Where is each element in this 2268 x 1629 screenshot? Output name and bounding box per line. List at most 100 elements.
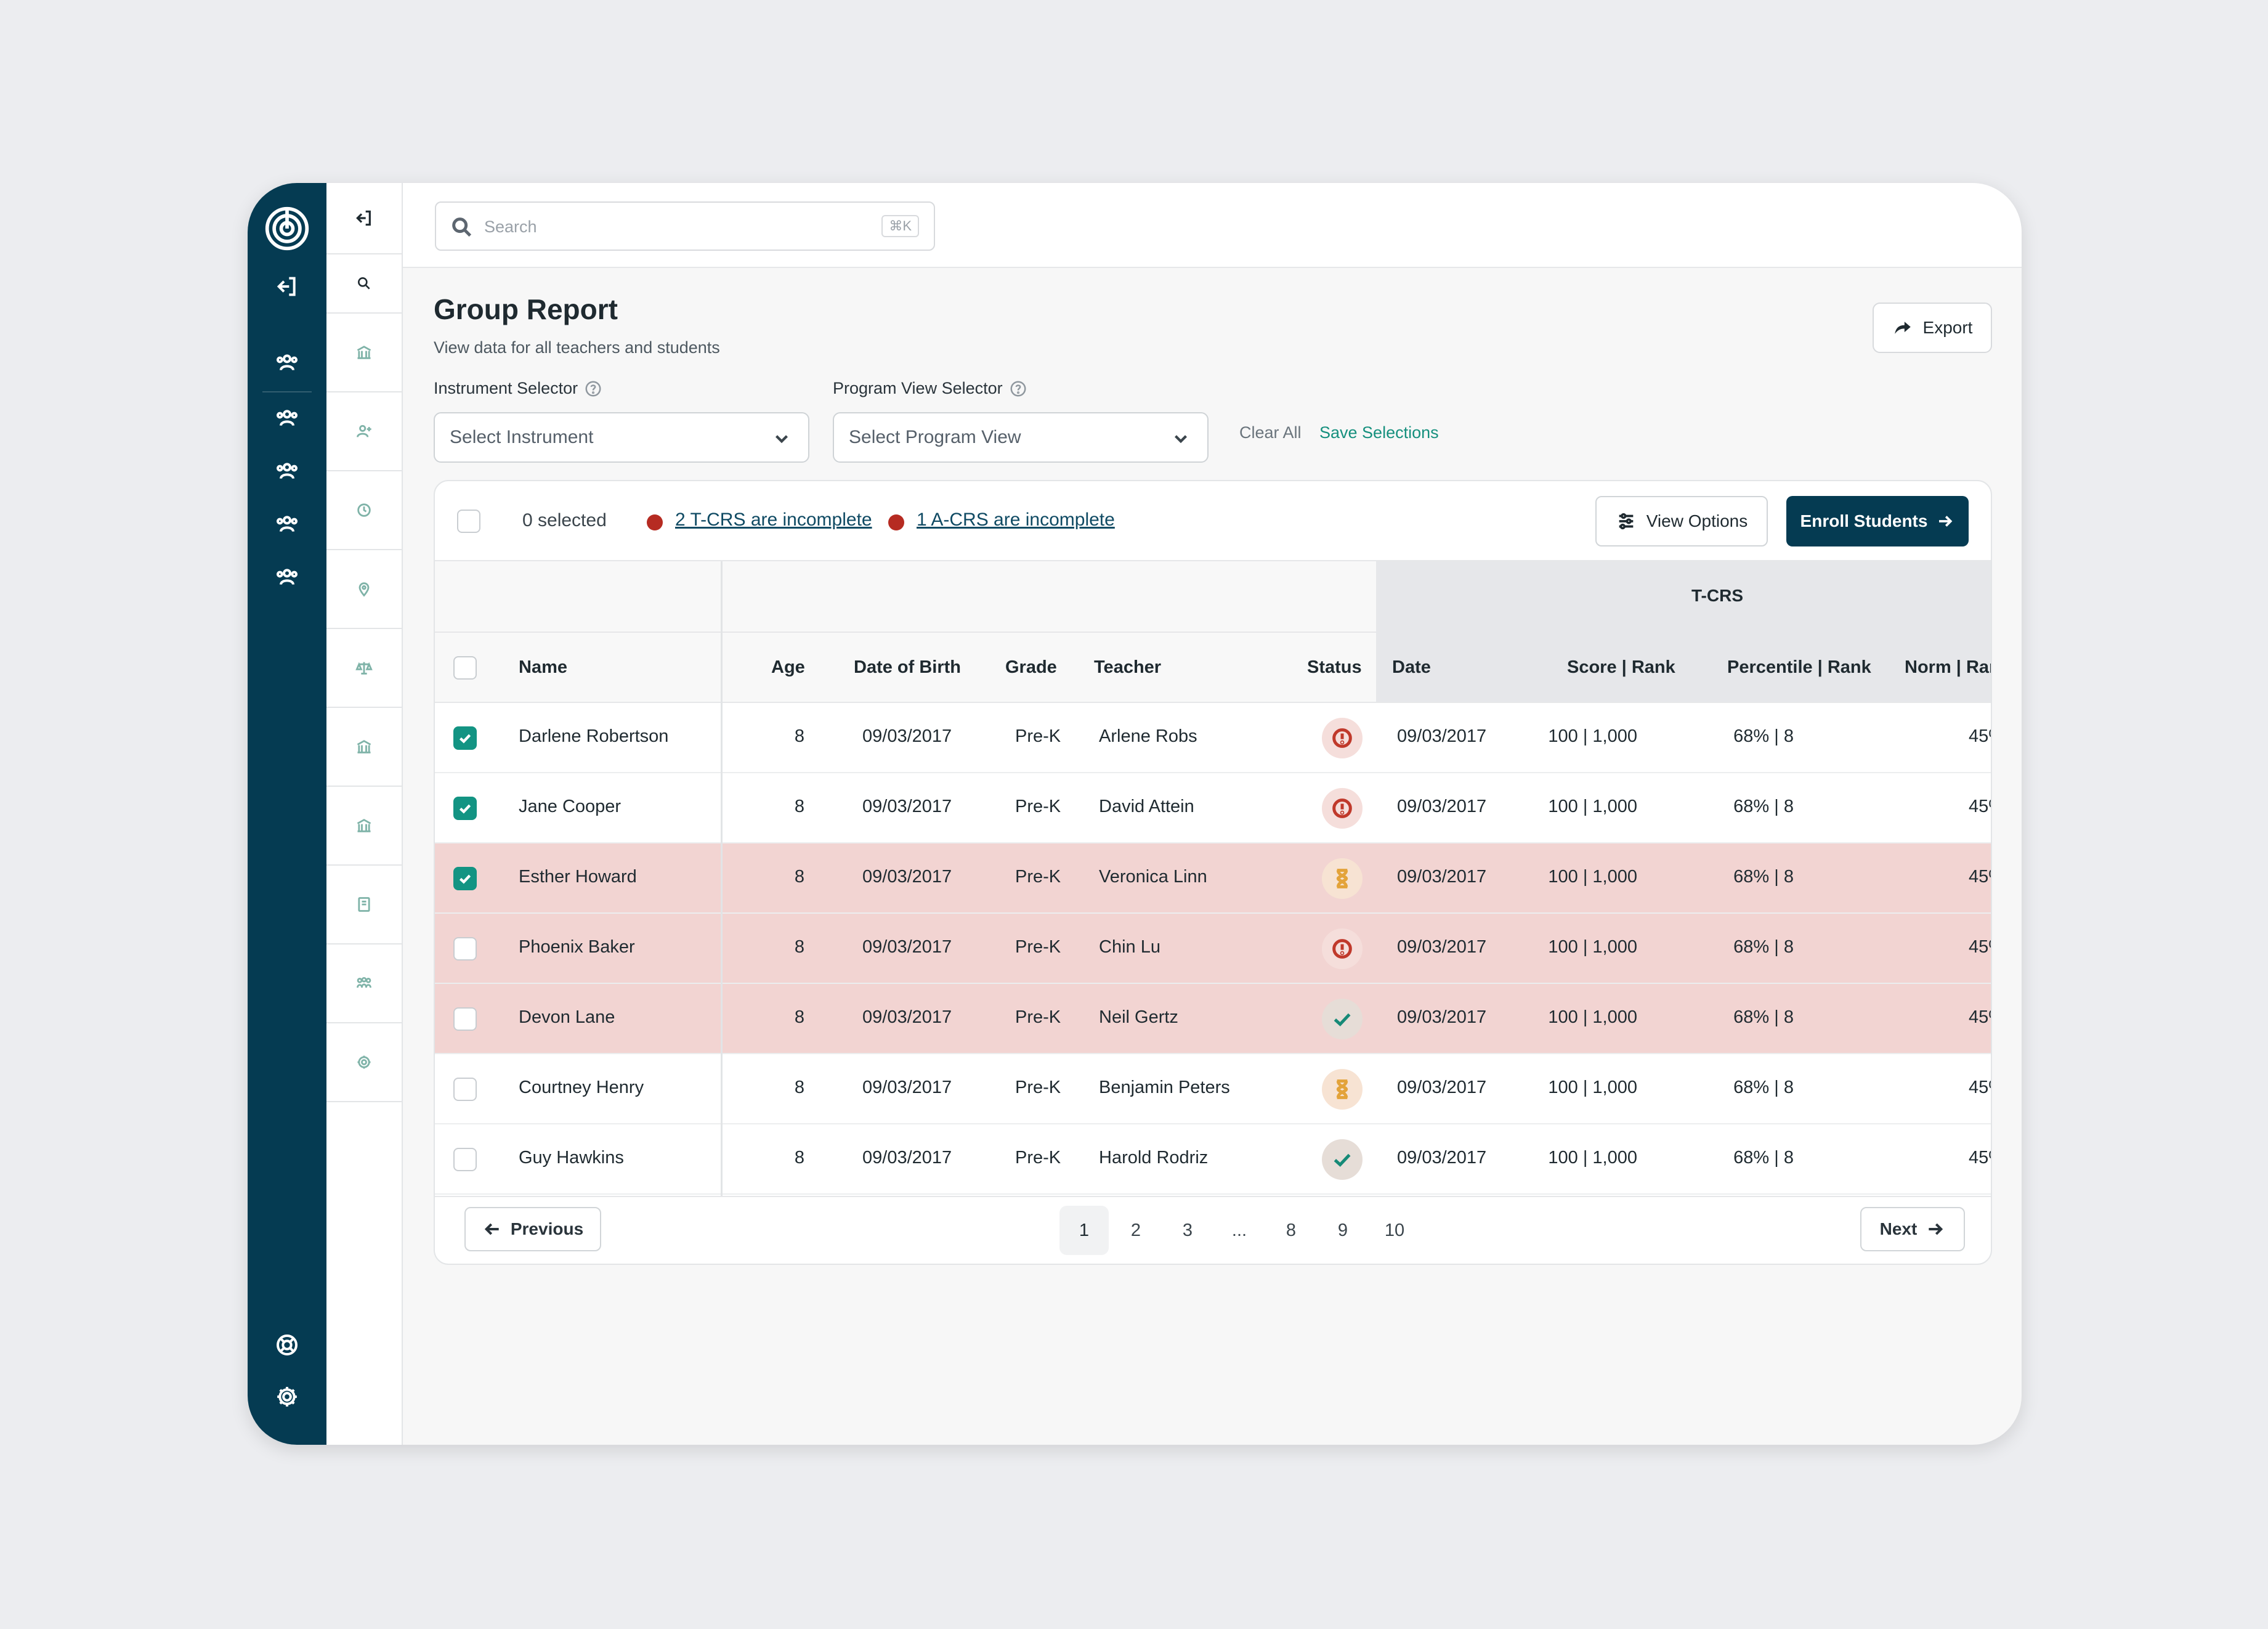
page-subtitle: View data for all teachers and students bbox=[434, 338, 720, 357]
row-checkbox[interactable] bbox=[453, 726, 477, 750]
table-row[interactable]: Esther Howard 8 09/03/2017 Pre-K Veronica Li… bbox=[435, 843, 1991, 914]
table-row[interactable]: Phoenix Baker 8 09/03/2017 Pre-K Chin Lu 09/0… bbox=[435, 914, 1991, 984]
page-number[interactable]: 2 bbox=[1130, 1220, 1141, 1240]
cell-norm: 45% bbox=[1969, 937, 1991, 957]
enroll-label: Enroll Students bbox=[1800, 511, 1928, 530]
primary-rail bbox=[248, 183, 326, 1445]
page-number[interactable]: 8 bbox=[1286, 1220, 1297, 1240]
nav-item[interactable] bbox=[326, 866, 402, 944]
select-all-checkbox-toolbar[interactable] bbox=[457, 510, 480, 533]
col-header-grade[interactable]: Grade bbox=[1005, 657, 1057, 677]
help-icon[interactable] bbox=[269, 1326, 306, 1363]
table-row[interactable]: Jane Cooper 8 09/03/2017 Pre-K David Attein 0… bbox=[435, 773, 1991, 843]
nav-item[interactable] bbox=[326, 787, 402, 866]
row-checkbox[interactable] bbox=[453, 797, 477, 820]
settings-icon[interactable] bbox=[269, 1378, 306, 1415]
status-badge[interactable] bbox=[1322, 788, 1363, 829]
acrs-incomplete-link[interactable]: 1 A-CRS are incomplete bbox=[917, 510, 1115, 530]
page-number[interactable]: 1 bbox=[1059, 1206, 1109, 1255]
search-input[interactable] bbox=[484, 211, 854, 242]
table-row[interactable]: Darlene Robertson 8 09/03/2017 Pre-K Arlene … bbox=[435, 703, 1991, 773]
users-icon[interactable] bbox=[269, 506, 306, 543]
nav-item[interactable] bbox=[326, 392, 402, 471]
users-icon[interactable] bbox=[269, 400, 306, 437]
chevron-down-icon bbox=[771, 428, 792, 449]
select-all-checkbox[interactable] bbox=[453, 656, 477, 680]
nav-item[interactable] bbox=[326, 550, 402, 629]
program-selector-label: Program View Selector bbox=[833, 379, 1027, 398]
logout-icon[interactable] bbox=[269, 268, 306, 305]
enroll-students-button[interactable]: Enroll Students bbox=[1786, 496, 1969, 546]
col-header-score[interactable]: Score | Rank bbox=[1567, 657, 1675, 677]
col-header-percentile[interactable]: Percentile | Rank bbox=[1727, 657, 1871, 677]
cell-name: Phoenix Baker bbox=[519, 937, 635, 957]
nav-item[interactable] bbox=[326, 1023, 402, 1102]
col-header-name[interactable]: Name bbox=[519, 657, 567, 677]
nav-item[interactable] bbox=[326, 629, 402, 708]
nav-item[interactable] bbox=[326, 471, 402, 550]
status-badge[interactable] bbox=[1322, 718, 1363, 758]
page-number[interactable]: 10 bbox=[1384, 1220, 1405, 1240]
rail-divider bbox=[262, 391, 312, 392]
check-icon bbox=[1334, 1013, 1351, 1026]
col-header-teacher[interactable]: Teacher bbox=[1094, 657, 1162, 677]
data-grid: T-CRS Name Age Date of Birth Grade Teach… bbox=[435, 561, 1991, 1196]
next-button[interactable]: Next bbox=[1860, 1207, 1965, 1251]
col-header-dob[interactable]: Date of Birth bbox=[854, 657, 961, 677]
instrument-select[interactable]: Select Instrument bbox=[434, 412, 809, 463]
row-checkbox[interactable] bbox=[453, 867, 477, 890]
table-row[interactable]: Courtney Henry 8 09/03/2017 Pre-K Benjamin P… bbox=[435, 1054, 1991, 1124]
col-header-status[interactable]: Status bbox=[1307, 657, 1362, 677]
clear-all-link[interactable]: Clear All bbox=[1239, 423, 1302, 442]
collapse-nav-button[interactable] bbox=[326, 183, 402, 254]
cell-name: Jane Cooper bbox=[519, 797, 622, 816]
nav-item[interactable] bbox=[326, 944, 402, 1023]
row-checkbox[interactable] bbox=[453, 1078, 477, 1101]
users-icon[interactable] bbox=[269, 344, 306, 381]
nav-search[interactable] bbox=[326, 254, 402, 314]
search-bar[interactable]: ⌘K bbox=[435, 201, 935, 251]
building-icon bbox=[357, 740, 371, 754]
info-icon[interactable] bbox=[1009, 380, 1027, 398]
cell-dob: 09/03/2017 bbox=[862, 867, 952, 887]
row-checkbox[interactable] bbox=[453, 1148, 477, 1171]
users-icon[interactable] bbox=[269, 559, 306, 596]
status-badge[interactable] bbox=[1322, 928, 1363, 969]
nav-item[interactable] bbox=[326, 708, 402, 787]
export-button[interactable]: Export bbox=[1873, 303, 1992, 353]
cell-score: 100 | 1,000 bbox=[1548, 797, 1637, 816]
users-icon[interactable] bbox=[269, 453, 306, 490]
clock-icon bbox=[357, 503, 371, 517]
arrow-left-icon bbox=[484, 1223, 499, 1235]
col-header-age[interactable]: Age bbox=[771, 657, 805, 677]
save-selections-link[interactable]: Save Selections bbox=[1319, 423, 1439, 442]
program-view-select[interactable]: Select Program View bbox=[833, 412, 1209, 463]
col-header-norm[interactable]: Norm | Rar bbox=[1905, 657, 1991, 677]
status-badge[interactable] bbox=[1322, 1139, 1363, 1180]
status-badge[interactable] bbox=[1322, 858, 1363, 899]
row-checkbox[interactable] bbox=[453, 937, 477, 961]
row-checkbox[interactable] bbox=[453, 1007, 477, 1031]
user-add-icon bbox=[357, 425, 371, 437]
column-header-row: Name Age Date of Birth Grade Teacher Sta… bbox=[435, 633, 1991, 703]
instrument-select-value: Select Instrument bbox=[450, 427, 594, 447]
cell-percentile: 68% | 8 bbox=[1733, 867, 1794, 887]
info-icon[interactable] bbox=[584, 380, 602, 398]
nav-item[interactable] bbox=[326, 314, 402, 392]
status-badge[interactable] bbox=[1322, 999, 1363, 1039]
page-number[interactable]: 3 bbox=[1182, 1220, 1193, 1240]
table-row[interactable]: Devon Lane 8 09/03/2017 Pre-K Neil Gertz 09/0… bbox=[435, 984, 1991, 1054]
logo-icon[interactable] bbox=[262, 204, 312, 253]
status-badge[interactable] bbox=[1322, 1069, 1363, 1110]
tcrs-group-header bbox=[1376, 561, 1991, 633]
view-options-button[interactable]: View Options bbox=[1595, 496, 1768, 546]
previous-button[interactable]: Previous bbox=[464, 1207, 601, 1251]
page-number[interactable]: 9 bbox=[1337, 1220, 1348, 1240]
location-icon bbox=[358, 582, 370, 597]
col-header-date[interactable]: Date bbox=[1392, 657, 1431, 677]
book-icon bbox=[358, 897, 370, 912]
table-row[interactable]: Guy Hawkins 8 09/03/2017 Pre-K Harold Rodriz… bbox=[435, 1124, 1991, 1195]
tcrs-incomplete-link[interactable]: 2 T-CRS are incomplete bbox=[675, 510, 872, 530]
cell-percentile: 68% | 8 bbox=[1733, 1007, 1794, 1027]
alert-circle-icon bbox=[1332, 939, 1352, 959]
